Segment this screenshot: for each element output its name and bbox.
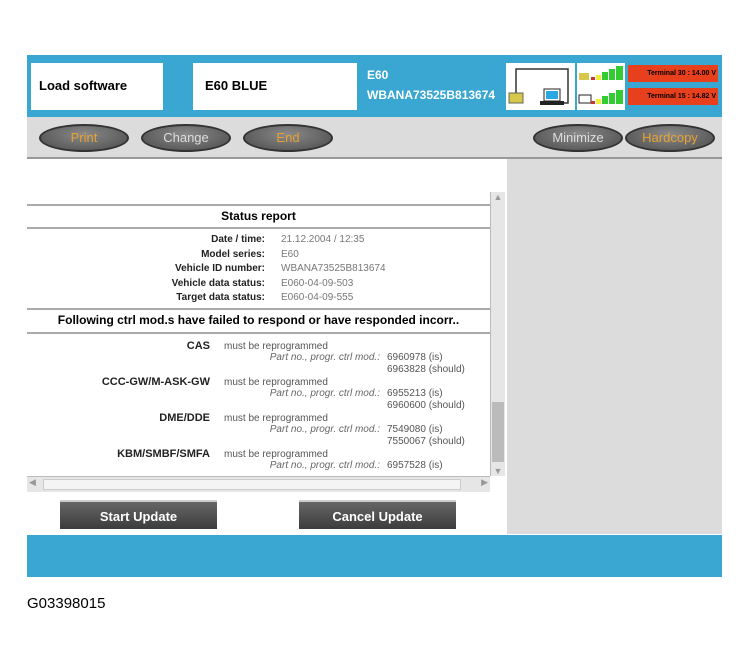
part-should: 6960600 (should) (387, 400, 465, 411)
terminal-30-voltage: Terminal 30 : 14.00 V (628, 65, 718, 82)
toolbar: Print Change End Minimize Hardcopy (27, 117, 722, 159)
part-is: 7549080 (is) (387, 424, 443, 435)
header-bar: Load software E60 BLUE E60 WBANA73525B813… (27, 55, 722, 117)
print-button[interactable]: Print (39, 124, 129, 152)
field-value: E60 (281, 248, 299, 260)
end-button[interactable]: End (243, 124, 333, 152)
vehicle-field: E60 BLUE (193, 63, 357, 110)
connection-icon (506, 63, 575, 110)
signal-strength-icon (577, 63, 625, 110)
field-value: 21.12.2004 / 12:35 (281, 234, 365, 245)
vertical-scrollbar[interactable]: ▲ ▼ (490, 192, 505, 476)
part-number-label: Part no., progr. ctrl mod.: (269, 424, 380, 435)
module-status: must be reprogrammed (224, 377, 328, 388)
field-value: E060-04-09-503 (281, 277, 354, 289)
scroll-up-icon[interactable]: ▲ (493, 192, 503, 202)
scroll-right-icon[interactable]: ▶ (481, 477, 488, 487)
part-is: 6960978 (is) (387, 352, 443, 363)
scroll-thumb[interactable] (492, 402, 504, 462)
scroll-down-icon[interactable]: ▼ (493, 466, 503, 476)
status-report: Status report Date / time: 21.12.2004 / 1… (27, 192, 505, 492)
field-label: Model series: (201, 248, 265, 260)
part-number-label: Part no., progr. ctrl mod.: (269, 388, 380, 399)
vin-text: WBANA73525B813674 (367, 88, 496, 102)
part-number-values: 6955213 (is) 6960600 (should) (387, 388, 465, 412)
part-is: 6955213 (is) (387, 388, 443, 399)
module-status: must be reprogrammed (224, 341, 328, 352)
start-update-button[interactable]: Start Update (60, 500, 217, 529)
part-number-values: 6957528 (is) (387, 460, 443, 472)
module-name: DME/DDE (159, 412, 210, 424)
hardcopy-button[interactable]: Hardcopy (625, 124, 715, 152)
horizontal-scrollbar[interactable]: ◀ ▶ (27, 476, 490, 492)
function-field: Load software (31, 63, 163, 110)
part-number-values: 6960978 (is) 6963828 (should) (387, 352, 465, 376)
part-should: 6963828 (should) (387, 364, 465, 375)
part-should: 7550067 (should) (387, 436, 465, 447)
part-is: 6957528 (is) (387, 460, 443, 471)
part-number-label: Part no., progr. ctrl mod.: (269, 460, 380, 471)
vehicle-info: E60 WBANA73525B813674 (367, 65, 495, 105)
scroll-left-icon[interactable]: ◀ (29, 477, 36, 487)
module-name: KBM/SMBF/SMFA (117, 448, 210, 460)
module-name: CCC-GW/M-ASK-GW (101, 376, 210, 388)
field-label: Vehicle data status: (171, 277, 265, 289)
module-name: CAS (186, 340, 210, 352)
change-button[interactable]: Change (141, 124, 231, 152)
field-value: E060-04-09-555 (281, 292, 354, 303)
part-number-label: Part no., progr. ctrl mod.: (269, 352, 380, 363)
field-label: Date / time: (211, 234, 265, 245)
model-text: E60 (367, 68, 389, 82)
failed-heading: Following ctrl mod.s have failed to resp… (57, 313, 460, 327)
part-number-values: 7549080 (is) 7550067 (should) (387, 424, 465, 448)
figure-caption: G03398015 (27, 595, 106, 612)
footer-bar (27, 535, 722, 577)
report-title: Status report (221, 209, 296, 223)
cancel-update-button[interactable]: Cancel Update (299, 500, 456, 529)
hscroll-thumb[interactable] (43, 479, 461, 490)
module-status: must be reprogrammed (224, 413, 328, 424)
terminal-15-voltage: Terminal 15 : 14.82 V (628, 88, 718, 105)
module-status: must be reprogrammed (224, 449, 328, 460)
side-panel (507, 159, 722, 534)
field-label: Target data status: (176, 292, 265, 303)
field-label: Vehicle ID number: (174, 263, 265, 274)
minimize-button[interactable]: Minimize (533, 124, 623, 152)
field-value: WBANA73525B813674 (281, 263, 386, 274)
